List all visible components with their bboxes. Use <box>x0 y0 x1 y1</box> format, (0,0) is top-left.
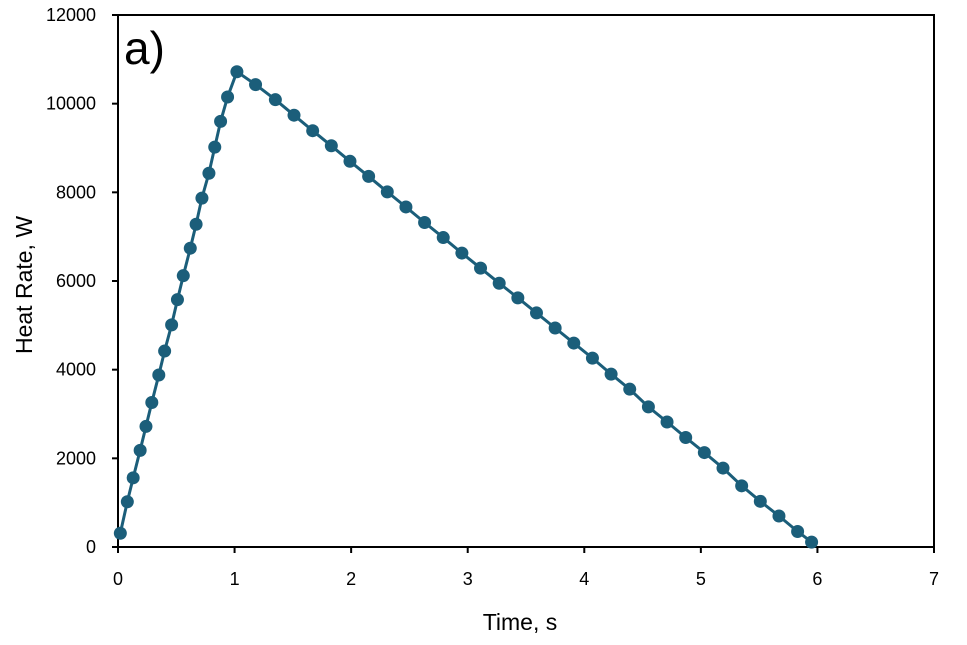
series-markers <box>113 65 819 549</box>
y-tick-label: 4000 <box>56 360 96 380</box>
data-point <box>716 461 730 475</box>
data-point <box>306 124 320 138</box>
x-tick-label: 4 <box>579 569 589 589</box>
y-tick-label: 2000 <box>56 448 96 468</box>
data-point <box>249 78 263 92</box>
data-point <box>492 276 506 290</box>
data-point <box>152 368 166 382</box>
data-point <box>380 185 394 199</box>
data-point <box>126 471 140 485</box>
y-axis-title: Heat Rate, W <box>11 216 37 354</box>
data-point <box>189 217 203 231</box>
y-tick-label: 8000 <box>56 182 96 202</box>
y-tick-label: 6000 <box>56 271 96 291</box>
data-point <box>176 269 190 283</box>
data-point <box>399 200 413 214</box>
data-point <box>158 344 172 358</box>
data-point <box>170 293 184 307</box>
data-point <box>120 495 134 509</box>
data-point <box>145 395 159 409</box>
data-point <box>165 318 179 332</box>
data-point <box>418 215 432 229</box>
data-point <box>697 446 711 460</box>
data-point <box>221 90 235 104</box>
y-tick-label: 10000 <box>46 94 96 114</box>
data-point <box>585 351 599 365</box>
data-point <box>436 231 450 245</box>
data-point <box>208 140 222 154</box>
x-tick-label: 2 <box>346 569 356 589</box>
data-point <box>548 321 562 335</box>
y-tick-label: 0 <box>86 537 96 557</box>
x-tick-label: 1 <box>230 569 240 589</box>
x-axis-title: Time, s <box>483 609 558 635</box>
data-point <box>753 494 767 508</box>
data-point <box>791 524 805 538</box>
data-point <box>343 154 357 168</box>
data-point <box>623 382 637 396</box>
x-tick-label: 5 <box>696 569 706 589</box>
y-axis-ticks: 0 2000 4000 6000 8000 10000 12000 <box>46 5 118 557</box>
data-point <box>133 443 147 457</box>
data-point <box>660 415 674 429</box>
data-point <box>567 336 581 350</box>
x-tick-label: 0 <box>113 569 123 589</box>
data-point <box>113 526 127 540</box>
x-tick-label: 7 <box>929 569 939 589</box>
y-tick-label: 12000 <box>46 5 96 25</box>
plot-area <box>117 14 935 548</box>
data-point <box>324 139 338 153</box>
data-point <box>268 93 282 107</box>
data-point <box>735 479 749 493</box>
data-point <box>529 306 543 320</box>
data-point <box>183 241 197 255</box>
data-point <box>455 246 469 260</box>
data-point <box>679 430 693 444</box>
data-point <box>604 367 618 381</box>
x-tick-label: 6 <box>812 569 822 589</box>
data-point <box>202 166 216 180</box>
data-point <box>362 169 376 183</box>
data-point <box>230 65 244 79</box>
data-point <box>641 400 655 414</box>
x-axis-ticks: 0 1 2 3 4 5 6 7 <box>113 547 939 589</box>
data-point <box>214 114 228 128</box>
data-point <box>772 509 786 523</box>
x-tick-label: 3 <box>463 569 473 589</box>
data-point <box>195 191 209 205</box>
data-point <box>139 419 153 433</box>
data-point <box>287 108 301 122</box>
data-point <box>474 261 488 275</box>
data-point <box>511 291 525 305</box>
panel-label: a) <box>124 22 165 74</box>
data-point <box>805 535 819 549</box>
